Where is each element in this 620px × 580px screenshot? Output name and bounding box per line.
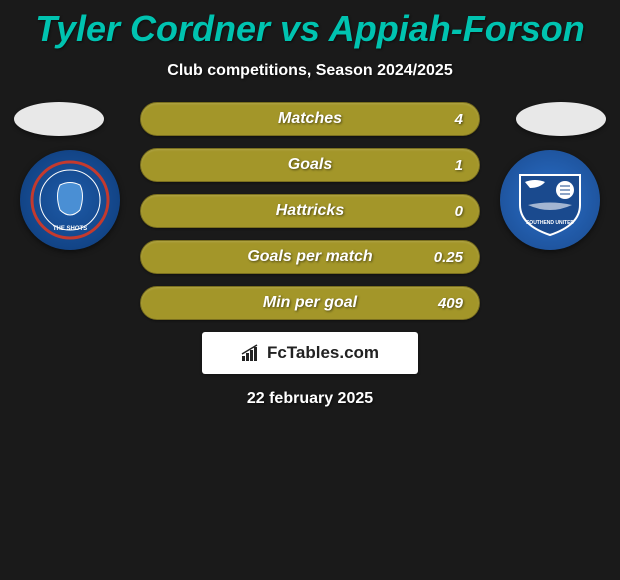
- stat-row: Hattricks 0: [140, 194, 480, 228]
- content-area: THE SHOTS SOUTHEND UNITED Matches 4 Goal…: [0, 102, 620, 408]
- brand-box: FcTables.com: [202, 332, 418, 374]
- stat-value: 409: [438, 295, 463, 312]
- comparison-subtitle: Club competitions, Season 2024/2025: [0, 62, 620, 80]
- date-label: 22 february 2025: [0, 390, 620, 408]
- svg-text:THE SHOTS: THE SHOTS: [53, 226, 87, 232]
- stat-value: 0.25: [434, 249, 463, 266]
- stats-list: Matches 4 Goals 1 Hattricks 0 Goals per …: [140, 102, 480, 320]
- club-crest-right-icon: SOUTHEND UNITED: [510, 160, 590, 240]
- brand-label: FcTables.com: [241, 343, 379, 363]
- stat-row: Goals 1: [140, 148, 480, 182]
- stat-row: Matches 4: [140, 102, 480, 136]
- stat-value: 1: [455, 157, 463, 174]
- stat-row: Min per goal 409: [140, 286, 480, 320]
- stat-label: Matches: [278, 110, 342, 128]
- stat-label: Goals per match: [247, 248, 372, 266]
- club-badge-right: SOUTHEND UNITED: [500, 150, 600, 250]
- club-badge-left: THE SHOTS: [20, 150, 120, 250]
- stat-label: Min per goal: [263, 294, 357, 312]
- stat-label: Hattricks: [276, 202, 344, 220]
- stat-value: 4: [455, 111, 463, 128]
- stat-row: Goals per match 0.25: [140, 240, 480, 274]
- club-crest-left-icon: THE SHOTS: [30, 160, 110, 240]
- stat-value: 0: [455, 203, 463, 220]
- comparison-title: Tyler Cordner vs Appiah-Forson: [0, 0, 620, 50]
- bar-chart-icon: [241, 344, 263, 362]
- svg-text:SOUTHEND UNITED: SOUTHEND UNITED: [526, 220, 574, 226]
- player-photo-left: [14, 102, 104, 136]
- brand-text: FcTables.com: [267, 343, 379, 363]
- player-photo-right: [516, 102, 606, 136]
- stat-label: Goals: [288, 156, 332, 174]
